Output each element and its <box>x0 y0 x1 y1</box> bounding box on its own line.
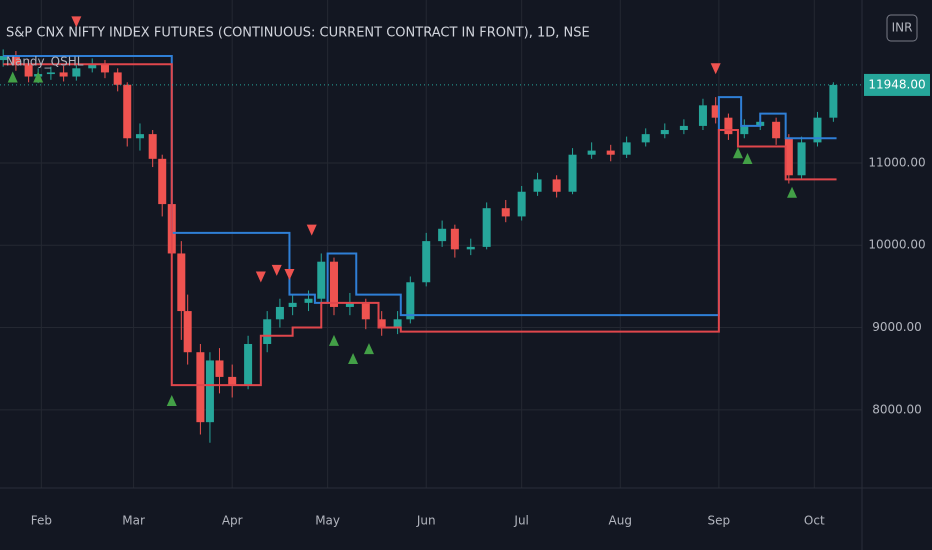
buy-signal <box>166 394 177 406</box>
x-tick-label: Jun <box>416 514 436 528</box>
x-tick-label: Oct <box>804 514 825 528</box>
candle-body <box>59 72 68 77</box>
candle-body <box>135 134 144 139</box>
buy-signal <box>363 343 374 355</box>
candle-body <box>724 117 733 135</box>
candle-body <box>406 282 415 320</box>
x-tick-label: Mar <box>122 514 145 528</box>
candle-body <box>288 302 297 307</box>
buy-signal <box>732 147 743 159</box>
currency-box[interactable] <box>886 14 918 42</box>
step-line <box>3 63 837 387</box>
candle-body <box>361 302 370 320</box>
x-tick-label: Sep <box>708 514 731 528</box>
candle-body <box>660 130 669 135</box>
candle-body <box>587 150 596 155</box>
y-tick-label: 10000.00 <box>868 238 925 252</box>
buy-signal <box>7 71 18 83</box>
candle-body <box>24 64 33 77</box>
candle-body <box>113 72 122 85</box>
candle-body <box>215 360 224 377</box>
candle-body <box>606 150 615 155</box>
candle-body <box>466 246 475 250</box>
candle-body <box>829 84 838 118</box>
candle-body <box>698 105 707 126</box>
candle-body <box>317 261 326 299</box>
sell-signal <box>255 271 266 283</box>
candle-body <box>772 121 781 139</box>
candle-body <box>740 125 749 135</box>
candle-body <box>183 311 192 353</box>
y-tick-label: 8000.00 <box>872 402 922 416</box>
candle-body <box>797 142 806 176</box>
x-tick-label: Apr <box>222 514 243 528</box>
candle-body <box>517 191 526 217</box>
grid <box>0 0 862 488</box>
plot <box>0 16 838 443</box>
last-price-label: 11948.00 <box>868 77 925 91</box>
candle-body <box>679 125 688 131</box>
candle-body <box>345 302 354 307</box>
candle-body <box>244 343 253 386</box>
buy-signal <box>787 186 798 198</box>
x-tick-label: Aug <box>609 514 632 528</box>
buy-signal <box>348 352 359 364</box>
candle-body <box>196 352 205 423</box>
candle-body <box>205 360 214 423</box>
candle-body <box>263 319 272 344</box>
candle-body <box>501 208 510 217</box>
candle-body <box>641 134 650 143</box>
sell-signal <box>71 16 82 28</box>
candle-body <box>88 64 97 69</box>
x-tick-label: Jul <box>513 514 528 528</box>
candle-body <box>177 253 186 312</box>
candle-body <box>275 306 284 320</box>
chart-title: S&P CNX NIFTY INDEX FUTURES (CONTINUOUS:… <box>6 26 590 41</box>
candle-body <box>450 228 459 250</box>
sell-signal <box>710 63 721 75</box>
candle-body <box>228 376 237 386</box>
candle-body <box>148 134 157 159</box>
currency[interactable]: INR <box>892 21 913 35</box>
last-price-box <box>864 73 930 96</box>
candle-body <box>482 208 491 247</box>
candle-body <box>622 142 631 155</box>
candle-body <box>813 117 822 143</box>
candle-body <box>329 261 338 307</box>
candle-body <box>46 72 55 75</box>
candle-body <box>393 319 402 328</box>
candle-body <box>422 241 431 283</box>
x-tick-label: May <box>315 514 340 528</box>
candle-body <box>158 158 167 205</box>
candle-body <box>72 68 81 77</box>
candle-body <box>100 64 109 73</box>
candle-body <box>123 84 132 139</box>
candle-body <box>568 154 577 192</box>
candle-body <box>552 179 561 192</box>
x-tick-label: Feb <box>31 514 52 528</box>
candle-body <box>533 179 542 192</box>
candle-body <box>784 138 793 176</box>
buy-signal <box>742 153 753 165</box>
sell-signal <box>306 224 317 236</box>
sell-signal <box>271 264 282 276</box>
candle-body <box>438 228 447 242</box>
y-tick-label: 9000.00 <box>872 320 922 334</box>
candle-body <box>304 298 313 303</box>
sell-signal <box>284 269 295 281</box>
buy-signal <box>33 71 44 83</box>
candle-body <box>0 55 8 61</box>
candle-body <box>377 319 386 328</box>
candle-body <box>711 105 720 118</box>
y-tick-label: 11000.00 <box>868 155 925 169</box>
candle-body <box>11 55 20 65</box>
axes: 8000.00 9000.00 10000.00 11000.00 Feb Mar Apr M… <box>0 73 930 528</box>
step-line <box>3 54 837 317</box>
buy-signal <box>328 334 339 346</box>
indicator-name: Nandy_QSHL <box>6 55 84 69</box>
